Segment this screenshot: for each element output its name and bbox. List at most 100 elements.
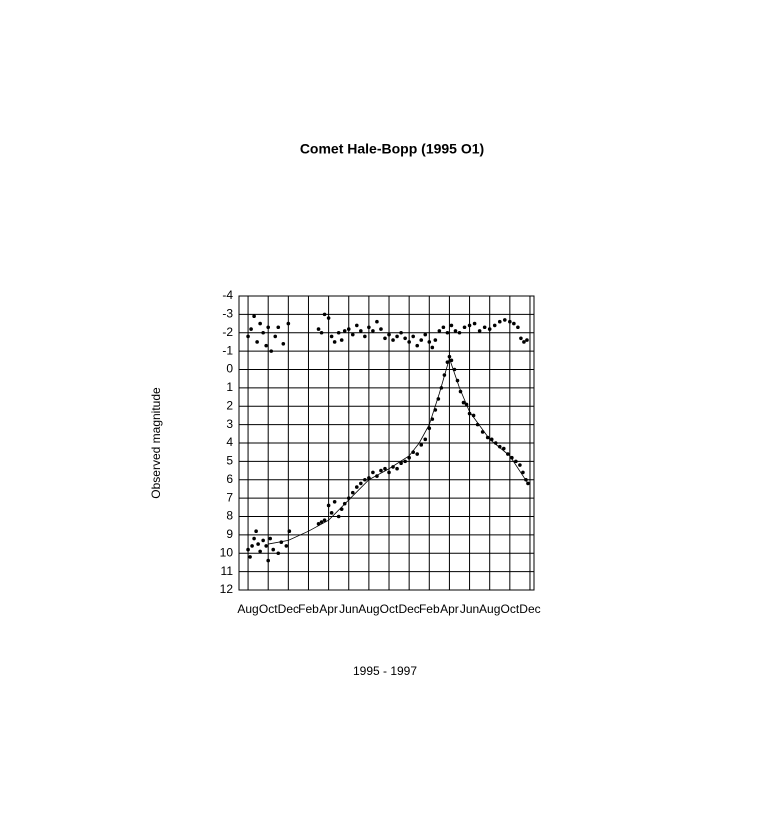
data-point (363, 334, 367, 339)
x-tick-label: Apr (319, 602, 338, 616)
y-tick-label: 9 (226, 527, 233, 541)
data-point (403, 459, 407, 464)
data-point (411, 334, 415, 339)
y-tick-label: 11 (221, 564, 234, 578)
data-point (457, 330, 462, 335)
y-tick-label: 0 (226, 362, 233, 376)
data-point (453, 329, 458, 333)
data-point (487, 327, 492, 331)
data-point (497, 319, 502, 324)
data-point (319, 330, 324, 335)
data-point (249, 327, 253, 331)
fit-line (268, 357, 529, 545)
data-point (367, 325, 371, 330)
data-point (276, 551, 281, 556)
data-point (255, 340, 259, 344)
data-point (258, 549, 262, 554)
data-point (433, 338, 438, 342)
data-point (359, 329, 363, 333)
x-tick-label: Aug (237, 602, 258, 616)
data-point (359, 481, 363, 486)
data-point (447, 354, 452, 359)
data-point (342, 329, 347, 333)
data-point (258, 321, 262, 326)
data-point (336, 330, 341, 335)
data-point (281, 341, 286, 346)
data-point (371, 329, 375, 333)
data-point (346, 327, 351, 331)
data-point (271, 547, 276, 552)
data-point (423, 332, 428, 337)
data-point (254, 529, 258, 533)
data-point (266, 558, 270, 563)
data-point (379, 468, 383, 473)
data-point (399, 330, 403, 335)
chart-title: Comet Hale-Bopp (1995 O1) (300, 141, 484, 157)
data-point (350, 490, 355, 495)
x-tick-label: Aug (358, 602, 379, 616)
data-point (354, 323, 359, 328)
data-point (521, 470, 525, 475)
y-tick-label: 10 (220, 545, 234, 559)
data-point (250, 544, 254, 548)
data-point (371, 470, 375, 475)
data-point (461, 400, 466, 405)
x-tick-label: Feb (419, 602, 440, 616)
x-tick-label: Dec (519, 602, 540, 616)
x-axis-label: 1995 - 1997 (353, 664, 417, 678)
data-point (462, 325, 467, 330)
data-point (472, 321, 477, 326)
data-point (519, 336, 523, 341)
data-point (492, 323, 497, 328)
data-point (399, 461, 403, 466)
data-point (375, 319, 379, 324)
data-point (430, 345, 435, 350)
y-tick-label: 12 (220, 582, 234, 596)
data-point (467, 323, 472, 328)
data-point (427, 340, 432, 344)
data-point (516, 325, 520, 330)
data-point (514, 459, 518, 464)
y-tick-label: -4 (222, 288, 233, 302)
data-point (522, 340, 526, 344)
data-point (518, 463, 522, 467)
x-tick-label: Aug (479, 602, 500, 616)
data-point (525, 338, 529, 342)
data-point (415, 343, 420, 348)
x-tick-label: Oct (501, 602, 520, 616)
data-point (423, 437, 428, 442)
data-point (252, 314, 256, 319)
data-point (256, 542, 260, 546)
data-point (329, 511, 334, 515)
data-point (437, 329, 442, 333)
y-tick-label: 4 (226, 435, 233, 449)
data-point (395, 334, 399, 339)
data-point (391, 338, 395, 342)
y-tick-label: 5 (226, 454, 233, 468)
x-tick-label: Dec (278, 602, 299, 616)
data-point (387, 332, 391, 337)
data-point (379, 327, 383, 331)
data-point (339, 338, 344, 342)
data-point (287, 529, 292, 533)
data-point (427, 426, 432, 431)
y-tick-label: -1 (222, 343, 233, 357)
data-point (510, 455, 514, 460)
y-axis-label: Observed magnitude (149, 387, 163, 499)
plot-frame (238, 295, 535, 591)
y-tick-label: 7 (226, 490, 233, 504)
y-tick-label: 2 (226, 398, 233, 412)
x-tick-label: Feb (298, 602, 319, 616)
y-tick-label: 8 (226, 509, 233, 523)
data-point (332, 500, 337, 504)
data-point (441, 325, 446, 330)
data-point (395, 466, 399, 471)
data-point (415, 452, 420, 456)
data-point (252, 536, 256, 541)
data-point (322, 312, 327, 317)
data-point (326, 503, 331, 508)
data-point (346, 496, 351, 500)
y-tick-label: 6 (226, 472, 233, 486)
